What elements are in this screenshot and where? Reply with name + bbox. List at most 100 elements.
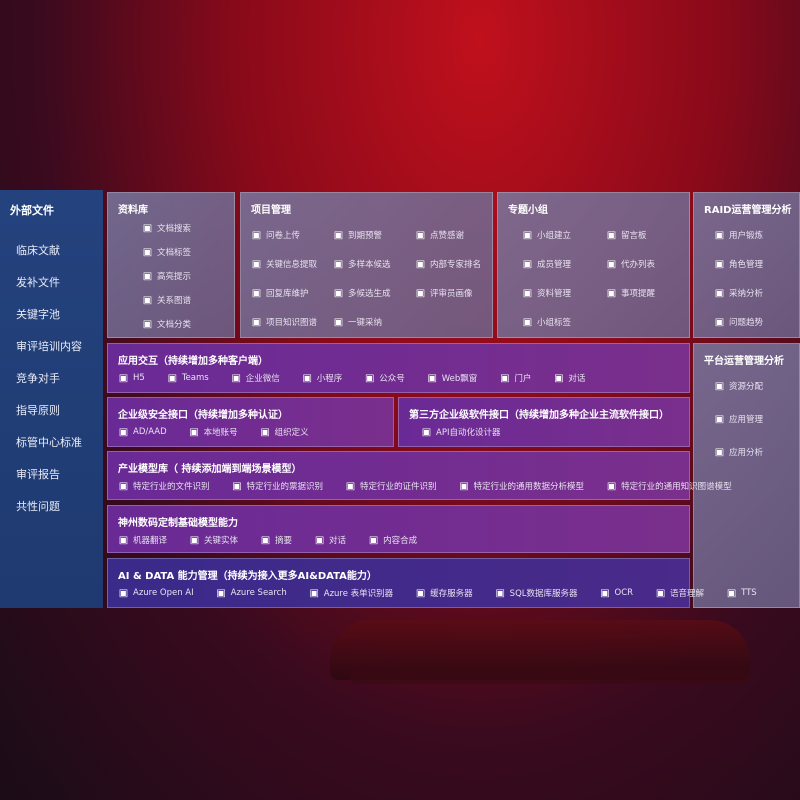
list-item: ▣ 项目知识图谱	[251, 316, 318, 329]
item-label: 资源分配	[729, 382, 764, 392]
feature-icon: ▣	[142, 294, 153, 306]
list-item: ▣ AD/AAD	[118, 427, 167, 438]
list-item: ▣ SQL数据库服务器	[495, 587, 577, 600]
item-label: 小程序	[316, 374, 343, 384]
list-item: ▣ 组织定义	[260, 426, 308, 439]
list-item: ▣ 本地账号	[189, 426, 237, 439]
feature-icon: ▣	[714, 380, 725, 392]
item-label: Azure 表单识别器	[323, 589, 394, 599]
item-label: 文档标签	[157, 248, 192, 258]
list-item: ▣ 特定行业的通用知识图谱模型	[606, 480, 732, 493]
sidebar-item[interactable]: 竞争对手	[16, 372, 60, 385]
item-label: 小组建立	[537, 231, 572, 241]
feature-icon: ▣	[714, 258, 725, 270]
list-item: ▣ 特定行业的证件识别	[345, 480, 437, 493]
item-label: 摘要	[275, 536, 293, 546]
item-label: Teams	[181, 373, 209, 383]
item-label: 成员管理	[537, 260, 572, 270]
list-item: ▣ 问题趋势	[714, 316, 763, 329]
feature-icon: ▣	[251, 287, 262, 299]
sidebar-item[interactable]: 关键字池	[16, 308, 60, 321]
list-item: ▣ TTS	[726, 588, 757, 599]
panel-title: 产业模型库（ 持续添加端到端场景模型）	[118, 464, 302, 475]
feature-icon: ▣	[333, 258, 344, 270]
feature-icon: ▣	[421, 426, 432, 438]
feature-icon: ▣	[309, 587, 319, 599]
feature-icon: ▣	[368, 534, 379, 546]
list-item: ▣ 机器翻译	[118, 534, 167, 547]
feature-icon: ▣	[216, 587, 226, 599]
feature-icon: ▣	[714, 446, 725, 458]
panel-library: 资料库 ▣ 文档搜索 ▣ 文档标签 ▣ 高亮提示 ▣ 关系图谱 ▣ 文档分类	[107, 192, 235, 338]
list-item: ▣ 小组标签	[522, 316, 571, 329]
item-label: 事项提醒	[621, 289, 656, 299]
feature-icon: ▣	[251, 229, 262, 241]
feature-icon: ▣	[726, 587, 737, 599]
feature-icon: ▣	[714, 229, 725, 241]
list-item: ▣ 到期预警	[333, 229, 383, 242]
panel-group: 专题小组 ▣ 小组建立 ▣ 留言板 ▣ 成员管理 ▣ 代办列表 ▣ 资料管理 ▣ 事项提醒 ▣ 小组标签	[497, 192, 690, 338]
list-item: ▣ 采纳分析	[714, 287, 763, 300]
item-label: 项目知识图谱	[266, 318, 318, 328]
panel-ai-data: AI & DATA 能力管理（持续为接入更多AI&DATA能力） ▣ Azure O…	[107, 558, 757, 608]
sidebar-item[interactable]: 指导原则	[16, 404, 60, 417]
feature-icon: ▣	[118, 372, 129, 384]
sidebar-item[interactable]: 临床文献	[16, 244, 60, 257]
item-label: 点赞感谢	[430, 231, 465, 241]
list-item: ▣ 角色管理	[714, 258, 763, 271]
list-item: ▣ 关系图谱	[142, 294, 192, 307]
item-label: 特定行业的票据识别	[246, 482, 324, 492]
item-label: 企业微信	[245, 374, 280, 384]
item-label: 关系图谱	[157, 296, 192, 306]
panel-title: RAID运营管理分析	[704, 205, 792, 216]
panel-title: 企业级安全接口（持续增加多种认证）	[118, 410, 288, 421]
item-label: 公众号	[379, 374, 405, 384]
panel-base-models: 神州数码定制基础模型能力 ▣ 机器翻译 ▣ 关键实体 ▣ 摘要 ▣ 对话 ▣ 内容合成	[107, 505, 690, 553]
feature-icon: ▣	[415, 229, 426, 241]
feature-icon: ▣	[314, 534, 325, 546]
feature-icon: ▣	[500, 372, 510, 384]
list-item: ▣ Azure Search	[216, 587, 286, 599]
panel-title: 第三方企业级软件接口（持续增加多种企业主流软件接口）	[409, 410, 669, 421]
feature-icon: ▣	[554, 372, 564, 384]
list-item: ▣ API自动化设计器	[421, 426, 501, 439]
list-item: ▣ 文档标签	[142, 246, 192, 259]
panel-app-interaction: 应用交互（持续增加多种客户端） ▣ H5 ▣ Teams ▣ 企业微信 ▣ 小程序 ▣ 公众号 ▣ We…	[107, 343, 690, 393]
sidebar-item[interactable]: 共性问题	[16, 500, 60, 513]
feature-icon: ▣	[345, 480, 356, 492]
sidebar-item[interactable]: 审评培训内容	[16, 340, 82, 353]
feature-icon: ▣	[333, 229, 344, 241]
item-label: 内部专家排名	[430, 260, 482, 270]
sidebar-item[interactable]: 审评报告	[16, 468, 60, 481]
item-label: 到期预警	[348, 231, 383, 241]
feature-icon: ▣	[365, 372, 375, 384]
list-item: ▣ 高亮提示	[142, 270, 191, 283]
feature-icon: ▣	[167, 372, 178, 384]
feature-icon: ▣	[600, 587, 610, 599]
list-item: ▣ 内部专家排名	[415, 258, 482, 271]
list-item: ▣ 内容合成	[368, 534, 417, 547]
list-item: ▣ 特定行业的票据识别	[232, 480, 324, 493]
list-item: ▣ 小组建立	[522, 229, 572, 242]
list-item: ▣ Azure 表单识别器	[309, 587, 394, 600]
feature-icon: ▣	[415, 258, 426, 270]
panel-title: 资料库	[118, 205, 148, 216]
feature-icon: ▣	[142, 318, 153, 330]
item-label: 代办列表	[621, 260, 656, 270]
feature-icon: ▣	[118, 426, 129, 438]
feature-icon: ▣	[606, 258, 617, 270]
feature-icon: ▣	[415, 287, 426, 299]
feature-icon: ▣	[142, 222, 153, 234]
feature-icon: ▣	[142, 246, 153, 258]
sidebar-item[interactable]: 发补文件	[16, 276, 60, 289]
item-label: 特定行业的通用知识图谱模型	[621, 482, 732, 492]
panel-title: 应用交互（持续增加多种客户端）	[118, 356, 268, 367]
list-item: ▣ 门户	[499, 372, 531, 385]
item-label: AD/AAD	[133, 427, 167, 437]
feature-icon: ▣	[251, 316, 262, 328]
feature-icon: ▣	[189, 534, 200, 546]
sidebar-item[interactable]: 标管中心标准	[16, 436, 82, 449]
item-label: OCR	[614, 588, 634, 598]
item-label: 用户锻炼	[729, 231, 764, 241]
feature-icon: ▣	[142, 270, 153, 282]
